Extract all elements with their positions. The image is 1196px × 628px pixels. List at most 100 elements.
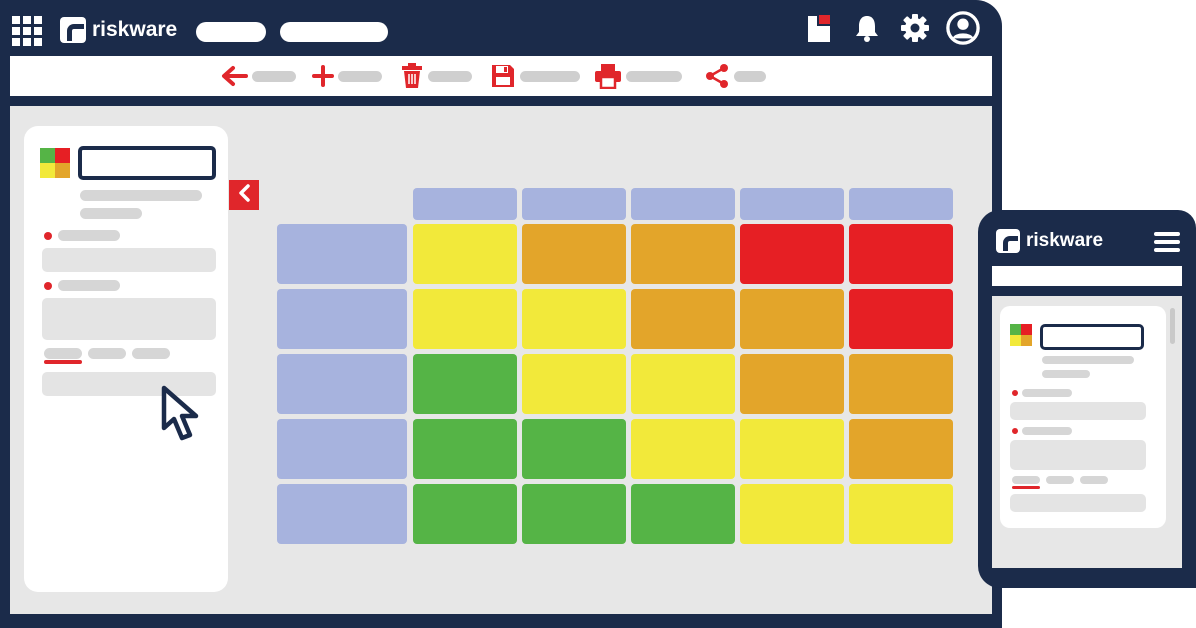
tab-placeholder[interactable] <box>88 348 126 359</box>
tab-placeholder[interactable] <box>132 348 170 359</box>
sidebar-panel <box>24 126 228 592</box>
action-toolbar <box>10 56 992 96</box>
brand-logo[interactable]: riskware <box>996 229 1103 253</box>
risk-cell-red[interactable] <box>740 224 844 284</box>
risk-matrix-logo-icon <box>1010 324 1032 346</box>
risk-cell-orange[interactable] <box>849 419 953 479</box>
notification-card-icon[interactable] <box>802 10 836 46</box>
nav-menu-item[interactable] <box>196 22 266 42</box>
risk-cell-yellow[interactable] <box>413 289 517 349</box>
collapse-sidebar-button[interactable] <box>229 180 259 210</box>
required-indicator <box>44 282 52 290</box>
text-field[interactable] <box>1010 494 1146 512</box>
risk-cell-red[interactable] <box>849 289 953 349</box>
mouse-pointer-icon <box>160 384 212 451</box>
risk-cell-yellow[interactable] <box>631 354 735 414</box>
riskware-logo-icon <box>996 229 1020 253</box>
share-icon <box>704 63 730 89</box>
risk-cell-orange[interactable] <box>631 224 735 284</box>
field-label-placeholder <box>1022 427 1072 435</box>
risk-cell-yellow[interactable] <box>522 354 626 414</box>
main-content <box>10 106 992 614</box>
title-input[interactable] <box>78 146 216 180</box>
tab-placeholder-active[interactable] <box>1012 476 1040 484</box>
row-header <box>277 419 407 479</box>
risk-cell-yellow[interactable] <box>740 484 844 544</box>
mobile-toolbar <box>992 266 1182 286</box>
risk-cell-green[interactable] <box>631 484 735 544</box>
delete-button[interactable] <box>400 56 472 96</box>
share-button[interactable] <box>704 56 766 96</box>
risk-cell-orange[interactable] <box>740 289 844 349</box>
mobile-form-card <box>1000 306 1166 528</box>
risk-cell-yellow[interactable] <box>522 289 626 349</box>
risk-cell-green[interactable] <box>413 484 517 544</box>
row-header <box>277 484 407 544</box>
risk-cell-red[interactable] <box>849 224 953 284</box>
button-label-placeholder <box>428 70 472 82</box>
brand-name: riskware <box>92 18 178 41</box>
risk-cell-yellow[interactable] <box>740 419 844 479</box>
risk-cell-orange[interactable] <box>740 354 844 414</box>
scrollbar[interactable] <box>1170 308 1175 344</box>
gear-icon[interactable] <box>898 10 932 46</box>
nav-menu-item[interactable] <box>280 22 388 42</box>
save-button[interactable] <box>490 56 580 96</box>
risk-cell-yellow[interactable] <box>631 419 735 479</box>
arrow-left-icon <box>220 65 248 87</box>
text-placeholder <box>80 190 202 201</box>
row-header <box>277 224 407 284</box>
risk-cell-orange[interactable] <box>849 354 953 414</box>
risk-cell-green[interactable] <box>522 484 626 544</box>
desktop-window: riskware <box>0 0 1002 628</box>
risk-cell-yellow[interactable] <box>849 484 953 544</box>
risk-cell-green[interactable] <box>522 419 626 479</box>
user-avatar-icon[interactable] <box>946 10 980 46</box>
row-header <box>277 289 407 349</box>
required-indicator <box>44 232 52 240</box>
risk-cell-green[interactable] <box>413 419 517 479</box>
text-placeholder <box>1042 356 1134 364</box>
textarea-field[interactable] <box>42 298 216 340</box>
field-label-placeholder <box>1022 389 1072 397</box>
riskware-logo-icon <box>60 17 86 43</box>
column-header <box>740 188 844 220</box>
back-button[interactable] <box>220 56 296 96</box>
risk-matrix-logo-icon <box>40 148 70 178</box>
tab-placeholder[interactable] <box>1080 476 1108 484</box>
textarea-field[interactable] <box>1010 440 1146 470</box>
active-tab-indicator <box>1012 486 1040 489</box>
text-field[interactable] <box>42 372 216 396</box>
plus-icon <box>312 65 334 87</box>
top-navigation-bar: riskware <box>0 0 1002 56</box>
trash-icon <box>400 63 424 89</box>
required-indicator <box>1012 390 1018 396</box>
tab-placeholder[interactable] <box>1046 476 1074 484</box>
risk-cell-orange[interactable] <box>631 289 735 349</box>
grid-icon[interactable] <box>12 16 42 46</box>
title-input[interactable] <box>1040 324 1144 350</box>
floppy-disk-icon <box>490 63 516 89</box>
text-placeholder <box>80 208 142 219</box>
risk-cell-orange[interactable] <box>522 224 626 284</box>
text-field[interactable] <box>1010 402 1146 420</box>
risk-cell-green[interactable] <box>413 354 517 414</box>
bell-icon[interactable] <box>850 10 884 46</box>
risk-cell-yellow[interactable] <box>413 224 517 284</box>
required-indicator <box>1012 428 1018 434</box>
text-field[interactable] <box>42 248 216 272</box>
mobile-content <box>992 296 1182 568</box>
print-button[interactable] <box>594 56 682 96</box>
column-header <box>413 188 517 220</box>
brand-name: riskware <box>1026 230 1104 251</box>
text-placeholder <box>1042 370 1090 378</box>
tab-placeholder-active[interactable] <box>44 348 82 359</box>
add-button[interactable] <box>312 56 382 96</box>
button-label-placeholder <box>338 70 382 82</box>
column-header <box>849 188 953 220</box>
hamburger-menu-icon[interactable] <box>1154 232 1180 252</box>
button-label-placeholder <box>252 70 296 82</box>
column-header <box>631 188 735 220</box>
column-header <box>522 188 626 220</box>
brand-logo[interactable]: riskware <box>60 17 177 43</box>
